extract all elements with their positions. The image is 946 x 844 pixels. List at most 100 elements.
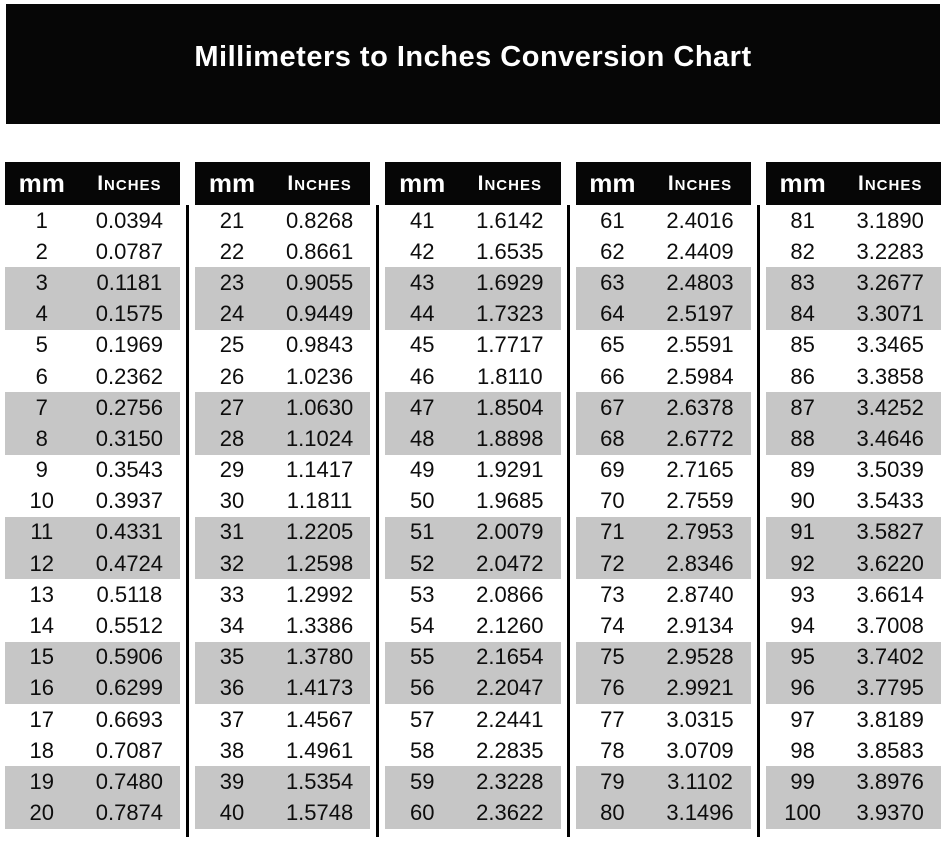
table-row: 29 1.1417 [195,455,370,486]
table-row: 17 0.6693 [5,704,180,735]
inches-value-cell: 1.9685 [476,488,544,514]
table-gap [180,162,195,837]
mm-value-cell: 10 [29,488,55,514]
table-divider-line [756,205,760,837]
conversion-table-3: mm Inches 41 1.6142 42 1.6535 43 1.6929 44 1.7323… [385,162,561,829]
inches-value-cell: 3.4252 [856,394,924,420]
table-row: 8 0.3150 [5,423,181,455]
mm-value-cell: 92 [790,550,815,576]
mm-value-cell: 74 [600,613,625,639]
mm-value-cell: 19 [29,768,55,794]
table-row: 20 0.7874 [5,797,181,829]
inches-value-cell: 2.8740 [666,581,734,607]
inches-header-cell: Inches [477,171,542,195]
mm-value-cell: 38 [219,737,245,763]
inches-value-cell: 0.8268 [285,207,354,233]
inches-value-cell: 3.5039 [856,457,924,483]
inches-value-cell: 0.0394 [95,207,164,233]
mm-header-cell: mm [208,168,256,198]
inches-value-cell: 1.6535 [476,238,544,264]
table-row: 51 2.0079 [385,516,561,549]
mm-value-cell: 62 [600,238,625,264]
inches-value-cell: 1.2205 [285,519,354,545]
mm-value-cell: 25 [219,332,245,358]
inches-value-cell: 1.7717 [476,332,544,358]
mm-value-cell: 87 [790,394,815,420]
inches-value-cell: 3.9370 [856,800,924,826]
inches-value-cell: 2.4016 [666,207,734,233]
inches-value-cell: 2.0472 [476,550,544,576]
inches-value-cell: 0.1575 [95,301,164,327]
mm-value-cell: 41 [409,207,435,233]
mm-value-cell: 20 [29,800,55,826]
inches-value-cell: 0.5512 [95,613,164,639]
mm-header-cell: mm [18,168,65,198]
table-row: 86 3.3858 [766,361,941,392]
inches-value-cell: 2.0866 [476,581,544,607]
mm-value-cell: 88 [790,425,815,451]
inches-value-cell: 0.4331 [95,519,164,545]
mm-value-cell: 98 [790,737,815,763]
mm-value-cell: 4 [35,301,48,327]
mm-value-cell: 43 [409,269,435,295]
mm-value-cell: 9 [35,457,48,483]
mm-value-cell: 48 [409,425,435,451]
inches-value-cell: 0.9843 [285,332,354,358]
mm-value-cell: 14 [29,613,55,639]
table-row: 42 1.6535 [385,236,560,267]
mm-value-cell: 11 [30,519,54,545]
inches-value-cell: 3.0315 [666,706,734,732]
table-gap [561,162,576,837]
table-row: 13 0.5118 [5,579,180,610]
table-row: 65 2.5591 [576,330,751,361]
inches-value-cell: 1.1811 [286,488,353,514]
inches-value-cell: 0.4724 [95,550,164,576]
inches-value-cell: 1.8504 [476,394,544,420]
inches-value-cell: 1.3386 [285,613,354,639]
inches-value-cell: 2.2835 [476,737,544,763]
table-header: mm Inches [575,162,751,205]
table-row: 16 0.6299 [5,672,181,704]
mm-value-cell: 49 [409,457,435,483]
inches-value-cell: 1.0630 [285,394,354,420]
table-row: 21 0.8268 [195,205,370,236]
table-row: 12 0.4724 [5,548,181,580]
inches-value-cell: 3.7402 [856,644,924,670]
inches-value-cell: 1.1024 [285,425,354,451]
inches-value-cell: 1.4961 [285,737,354,763]
inches-value-cell: 3.0709 [666,737,734,763]
table-divider-line [186,205,190,837]
inches-value-cell: 3.1496 [666,800,734,826]
mm-value-cell: 90 [790,488,815,514]
table-row: 18 0.7087 [5,735,180,766]
mm-value-cell: 55 [409,644,435,670]
table-row: 84 3.3071 [765,298,942,330]
table-row: 48 1.8898 [385,423,561,455]
inches-value-cell: 0.1181 [96,269,163,295]
inches-value-cell: 3.3071 [856,301,924,327]
inches-value-cell: 2.2441 [476,706,544,732]
inches-header-cell: Inches [97,171,162,195]
conversion-table-4: mm Inches 61 2.4016 62 2.4409 63 2.4803 64 2.5197… [575,162,751,829]
mm-value-cell: 57 [409,706,435,732]
mm-value-cell: 53 [409,581,435,607]
mm-value-cell: 80 [600,800,625,826]
inches-value-cell: 0.3937 [95,488,164,514]
inches-value-cell: 1.2598 [285,550,354,576]
mm-value-cell: 99 [790,768,815,794]
mm-value-cell: 7 [35,394,48,420]
table-row: 30 1.1811 [195,486,370,517]
inches-value-cell: 0.6299 [95,675,164,701]
table-row: 6 0.2362 [5,361,180,392]
inches-value-cell: 0.9449 [285,301,354,327]
conversion-table-5: mm Inches 81 3.1890 82 3.2283 83 3.2677 84 3.3071… [765,162,942,829]
mm-value-cell: 42 [409,238,435,264]
mm-value-cell: 27 [219,394,245,420]
mm-value-cell: 58 [409,737,435,763]
table-row: 52 2.0472 [385,548,561,580]
mm-value-cell: 97 [790,706,815,732]
table-row: 79 3.1102 [575,766,751,798]
mm-value-cell: 84 [790,301,815,327]
mm-value-cell: 64 [600,301,625,327]
inches-value-cell: 2.5197 [666,301,734,327]
